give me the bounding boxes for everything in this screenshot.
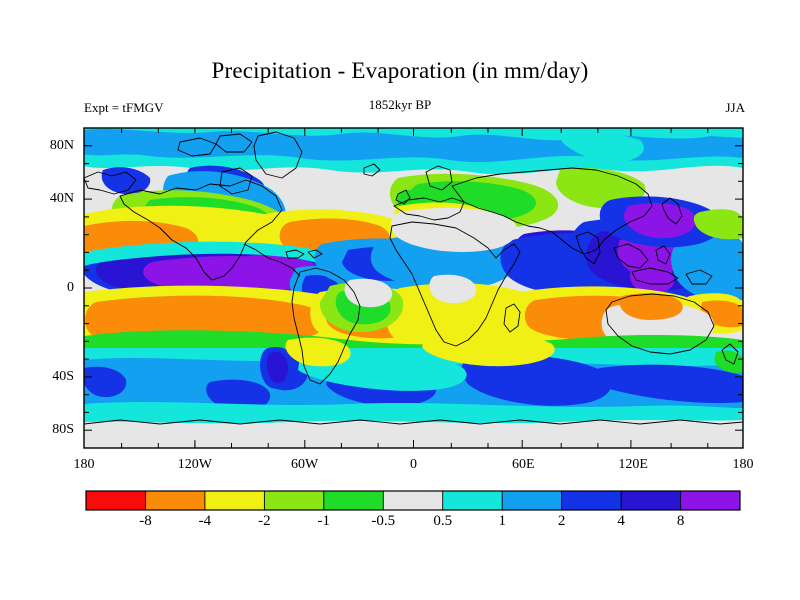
colorbar-tick-label-1: 1 bbox=[498, 513, 506, 529]
colorbar-band-4 bbox=[323, 491, 384, 510]
colorbar-tick-label--8: -8 bbox=[139, 513, 152, 529]
colorbar[interactable] bbox=[85, 490, 741, 511]
colorbar-band-6 bbox=[442, 491, 503, 510]
field-antarctica-cyan-fringe bbox=[84, 412, 743, 424]
field-band-arctic-2 bbox=[84, 129, 743, 163]
colorbar-band-10 bbox=[680, 491, 741, 510]
colorbar-band-2 bbox=[204, 491, 265, 510]
y-tick-label-80n: 80N bbox=[49, 138, 74, 153]
colorbar-band-9 bbox=[621, 491, 681, 510]
field-nz-green bbox=[714, 350, 743, 374]
colorbar-band-0 bbox=[86, 491, 146, 510]
colorbar-tick-label--2: -2 bbox=[258, 513, 271, 529]
field-congo-grey bbox=[429, 274, 477, 304]
colorbar-tick-label-2: 2 bbox=[557, 513, 566, 529]
colorbar-band-8 bbox=[561, 491, 622, 510]
field-wpac-blue-east2 bbox=[671, 232, 743, 302]
field-southern-blue2 bbox=[206, 379, 271, 412]
map-data-field bbox=[84, 128, 743, 448]
colorbar-band-3 bbox=[264, 491, 324, 510]
y-tick-label-0: 0 bbox=[67, 280, 74, 295]
field-npacific-orange2 bbox=[84, 230, 117, 254]
x-tick-label-120w: 120W bbox=[177, 457, 212, 472]
colorbar-band-separators bbox=[145, 491, 682, 510]
colorbar-bands bbox=[86, 491, 741, 510]
colorbar-tick-label--0.5: -0.5 bbox=[371, 513, 396, 529]
subtitle-age: 1852kyr BP bbox=[368, 97, 432, 112]
field-itcz-cyanfringe bbox=[84, 241, 350, 276]
field-southern-blue4 bbox=[461, 354, 612, 406]
field-southern-blue1 bbox=[84, 366, 127, 397]
colorbar-tick-label-4: 4 bbox=[617, 513, 625, 529]
field-patagonia-darkblue2 bbox=[266, 351, 288, 384]
field-sepac-yellow bbox=[285, 337, 351, 367]
x-tick-label-120e: 120E bbox=[618, 457, 648, 472]
colorbar-frame bbox=[85, 490, 741, 511]
colorbar-band-5 bbox=[383, 491, 443, 510]
field-southern-blue5 bbox=[590, 364, 743, 404]
x-tick-label-0: 0 bbox=[410, 457, 417, 472]
x-tick-label-60e: 60E bbox=[512, 457, 535, 472]
subtitle-season: JJA bbox=[725, 100, 745, 115]
colorbar-tick-label-8: 8 bbox=[676, 513, 685, 529]
y-axis-ticks bbox=[84, 145, 743, 431]
field-amazon-grey bbox=[344, 278, 393, 308]
y-tick-label-40n: 40N bbox=[49, 191, 74, 206]
map-coastlines bbox=[84, 131, 743, 425]
field-band-nw-pacific-blue bbox=[101, 167, 151, 195]
field-satl-south-yellow bbox=[422, 332, 555, 367]
page-title: Precipitation - Evaporation (in mm/day) bbox=[211, 58, 589, 83]
subtitle-experiment: Expt = tFMGV bbox=[84, 100, 164, 115]
field-npac-trough-purple bbox=[623, 203, 697, 239]
x-axis-ticks bbox=[83, 128, 744, 448]
field-sahara-grey bbox=[391, 207, 518, 253]
colorbar-band-1 bbox=[145, 491, 205, 510]
colorbar-tick-label--1: -1 bbox=[317, 513, 331, 529]
y-tick-label-40s: 40S bbox=[52, 369, 74, 384]
x-tick-label-180w: 180 bbox=[73, 457, 95, 472]
field-band-greenland-cyan bbox=[560, 129, 644, 163]
x-tick-label-180e: 180 bbox=[732, 457, 754, 472]
colorbar-tick-label--4: -4 bbox=[198, 513, 212, 529]
y-tick-label-80s: 80S bbox=[52, 422, 74, 437]
field-japan-green bbox=[693, 209, 743, 240]
colorbar-band-7 bbox=[502, 491, 562, 510]
x-tick-label-60w: 60W bbox=[290, 457, 319, 472]
colorbar-tick-label-0.5: 0.5 bbox=[433, 513, 453, 529]
field-australia-orange-n bbox=[619, 293, 683, 320]
